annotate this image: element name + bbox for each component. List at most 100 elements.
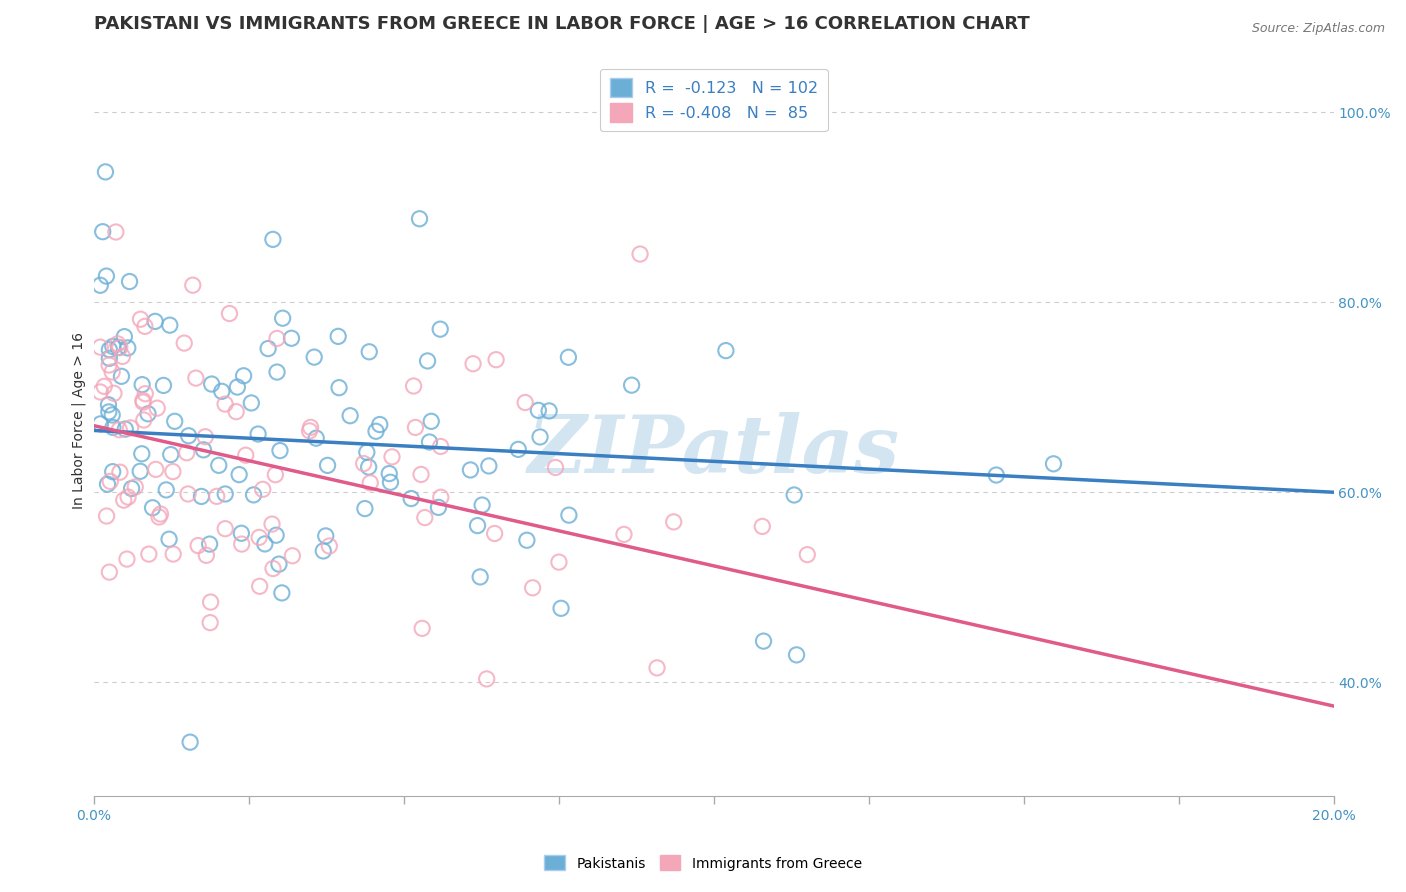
Point — [108, 423, 131, 437]
Point — [120, 421, 142, 435]
Point — [214, 397, 236, 411]
Point — [111, 350, 134, 364]
Point — [218, 306, 240, 320]
Point — [249, 579, 271, 593]
Point — [108, 341, 131, 355]
Point — [796, 548, 818, 562]
Point — [267, 557, 290, 571]
Point — [214, 522, 236, 536]
Point — [112, 329, 135, 343]
Point — [427, 500, 450, 515]
Point — [411, 621, 433, 635]
Point — [96, 509, 118, 524]
Point — [89, 278, 111, 293]
Point — [240, 396, 263, 410]
Point — [98, 351, 121, 366]
Point — [508, 442, 530, 457]
Point — [104, 225, 127, 239]
Point — [181, 278, 204, 293]
Point — [205, 489, 228, 503]
Point — [94, 165, 117, 179]
Point — [264, 467, 287, 482]
Point — [378, 467, 401, 481]
Point — [198, 537, 221, 551]
Point — [418, 435, 440, 450]
Point — [467, 518, 489, 533]
Point — [318, 539, 340, 553]
Point — [190, 490, 212, 504]
Point — [242, 488, 264, 502]
Point — [305, 431, 328, 445]
Point — [529, 430, 551, 444]
Point — [538, 404, 561, 418]
Point — [134, 386, 156, 401]
Point — [359, 475, 381, 490]
Point — [101, 408, 124, 422]
Point — [399, 491, 422, 506]
Point — [620, 378, 643, 392]
Point — [231, 537, 253, 551]
Point — [429, 322, 451, 336]
Point — [225, 405, 247, 419]
Point — [208, 458, 231, 473]
Point — [264, 528, 287, 542]
Point — [98, 565, 121, 579]
Point — [152, 378, 174, 392]
Point — [252, 483, 274, 497]
Point — [544, 460, 567, 475]
Point — [266, 331, 288, 345]
Point — [280, 331, 302, 345]
Point — [177, 487, 200, 501]
Point — [198, 615, 221, 630]
Point — [146, 401, 169, 416]
Point — [316, 458, 339, 473]
Point — [101, 339, 124, 353]
Point — [420, 414, 443, 428]
Point — [97, 398, 120, 412]
Point — [214, 487, 236, 501]
Point — [266, 365, 288, 379]
Point — [118, 275, 141, 289]
Point — [413, 510, 436, 524]
Point — [93, 379, 115, 393]
Point — [478, 458, 501, 473]
Point — [226, 380, 249, 394]
Point — [97, 405, 120, 419]
Point — [145, 462, 167, 476]
Legend: R =  -0.123   N = 102, R = -0.408   N =  85: R = -0.123 N = 102, R = -0.408 N = 85 — [600, 69, 828, 131]
Point — [117, 341, 139, 355]
Point — [149, 507, 172, 521]
Point — [471, 498, 494, 512]
Point — [299, 420, 322, 434]
Point — [200, 595, 222, 609]
Point — [402, 379, 425, 393]
Point — [195, 549, 218, 563]
Point — [315, 529, 337, 543]
Point — [91, 225, 114, 239]
Point — [247, 530, 270, 544]
Point — [312, 544, 335, 558]
Point — [98, 343, 121, 357]
Point — [527, 403, 550, 417]
Point — [101, 465, 124, 479]
Point — [298, 424, 321, 438]
Point — [783, 488, 806, 502]
Point — [409, 467, 432, 482]
Point — [163, 414, 186, 428]
Point — [173, 336, 195, 351]
Point — [353, 457, 375, 471]
Point — [136, 407, 159, 421]
Point — [132, 413, 155, 427]
Point — [228, 467, 250, 482]
Point — [89, 340, 111, 354]
Point — [557, 351, 579, 365]
Point — [235, 448, 257, 462]
Point — [148, 510, 170, 524]
Point — [550, 601, 572, 615]
Point — [142, 500, 165, 515]
Point — [328, 381, 350, 395]
Point — [159, 448, 181, 462]
Point — [187, 539, 209, 553]
Point — [429, 440, 451, 454]
Point — [101, 365, 124, 379]
